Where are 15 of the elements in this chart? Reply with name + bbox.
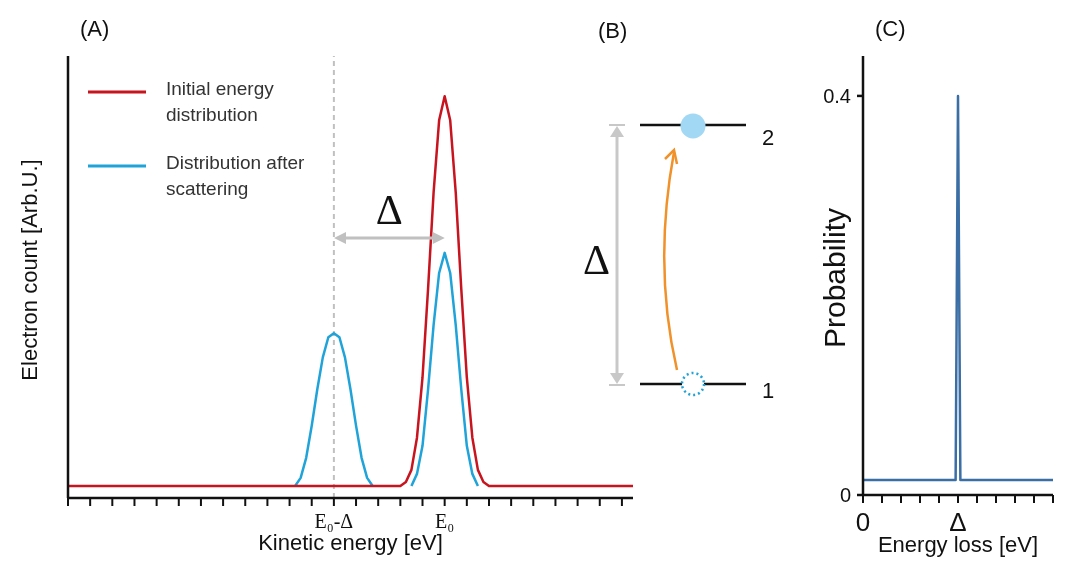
chart-title: (A)	[80, 16, 110, 42]
chart-title: (C)	[875, 16, 906, 42]
text: 1	[762, 378, 775, 404]
x-tick-label: E₀-Δ	[314, 510, 354, 532]
annotation: Δ	[583, 236, 611, 284]
annotation: Δ	[374, 186, 404, 234]
y-axis-title: Electron count [Arb.U.]	[17, 159, 43, 381]
legend-label: Initial energy distribution	[166, 77, 275, 127]
y-tick-label: 0.4	[823, 84, 851, 107]
text: 2	[762, 125, 775, 151]
y-axis-title: Probability	[818, 207, 852, 349]
x-tick-label: 0	[855, 507, 871, 537]
text: (B)	[598, 18, 628, 44]
legend-label: Distribution after scattering	[166, 151, 306, 201]
x-tick-label: E₀	[435, 510, 455, 532]
